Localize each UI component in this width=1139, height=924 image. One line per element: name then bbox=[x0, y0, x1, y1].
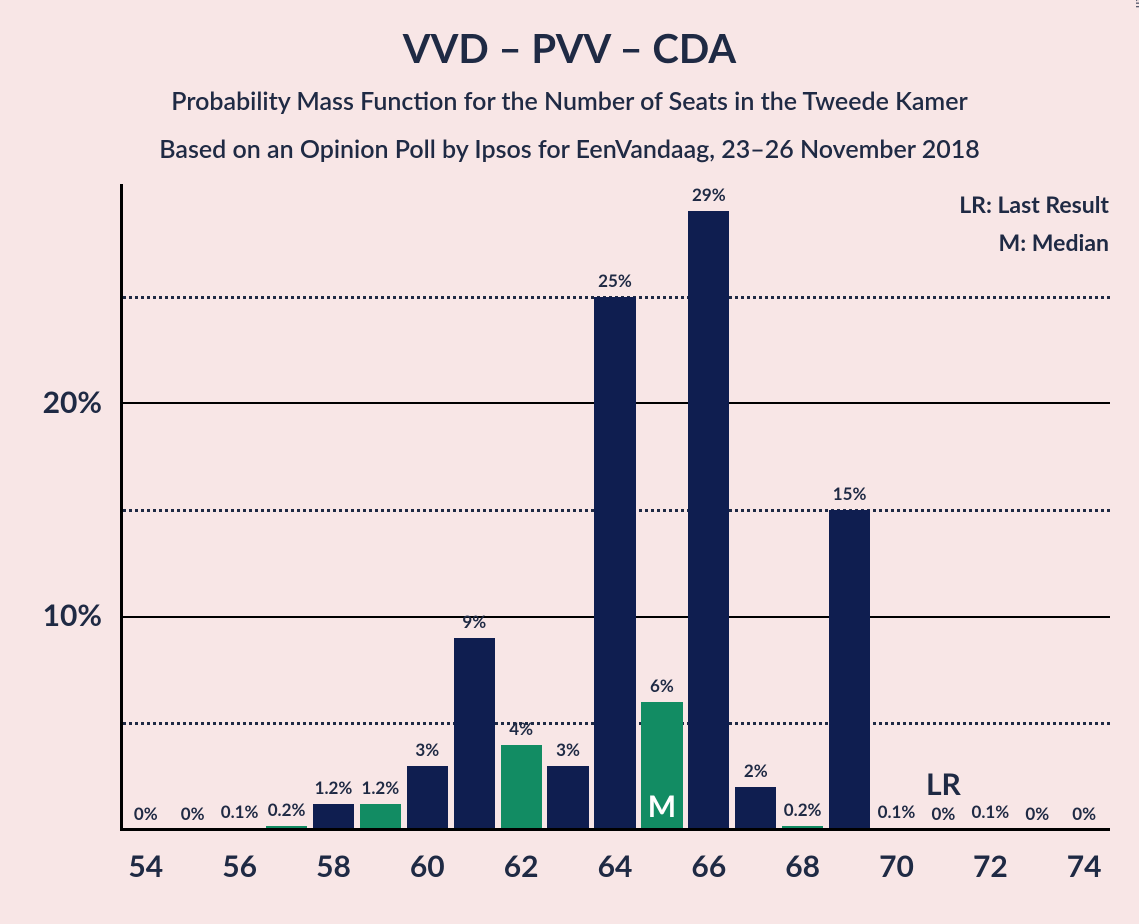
chart-stage: VVD – PVV – CDA Probability Mass Function… bbox=[0, 0, 1139, 924]
bar-value-label: 6% bbox=[638, 675, 685, 696]
bar-value-label: 29% bbox=[685, 184, 732, 205]
y-axis bbox=[120, 184, 123, 830]
bar-value-label: 25% bbox=[592, 270, 639, 291]
chart-title: VVD – PVV – CDA bbox=[0, 24, 1139, 72]
bar-value-label: 9% bbox=[451, 611, 498, 632]
bar bbox=[547, 766, 588, 830]
bar bbox=[360, 804, 401, 830]
x-axis bbox=[120, 828, 1110, 831]
x-tick-label: 68 bbox=[763, 848, 843, 884]
bar-value-label: 0.2% bbox=[263, 799, 310, 820]
bar-value-label: 1.2% bbox=[310, 777, 357, 798]
x-tick-label: 70 bbox=[857, 848, 937, 884]
bar-value-label: 0.1% bbox=[967, 801, 1014, 822]
bar bbox=[594, 297, 635, 830]
bar-value-label: 0% bbox=[920, 803, 967, 824]
x-tick-label: 72 bbox=[950, 848, 1030, 884]
bar-value-label: 1.2% bbox=[357, 777, 404, 798]
copyright-text: © 2020 Filip van Laenen bbox=[1133, 0, 1139, 8]
plot-area: 0%0%0.1%0.2%1.2%1.2%3%9%4%3%25%6%M29%2%0… bbox=[120, 190, 1110, 830]
bar-value-label: 0.1% bbox=[873, 801, 920, 822]
bar bbox=[829, 510, 870, 830]
bar-value-label: 3% bbox=[545, 739, 592, 760]
x-tick-label: 56 bbox=[200, 848, 280, 884]
y-tick-label: 10% bbox=[0, 597, 102, 633]
chart-subtitle-2: Based on an Opinion Poll by Ipsos for Ee… bbox=[0, 134, 1139, 164]
bar-value-label: 0% bbox=[169, 803, 216, 824]
last-result-marker: LR bbox=[893, 766, 993, 802]
bar-value-label: 0.1% bbox=[216, 801, 263, 822]
x-tick-label: 64 bbox=[575, 848, 655, 884]
median-marker: M bbox=[641, 788, 682, 824]
bar bbox=[454, 638, 495, 830]
x-tick-label: 54 bbox=[106, 848, 186, 884]
x-tick-label: 66 bbox=[669, 848, 749, 884]
bar-value-label: 0.2% bbox=[779, 799, 826, 820]
bar-value-label: 15% bbox=[826, 483, 873, 504]
bar-value-label: 0% bbox=[1061, 803, 1108, 824]
x-tick-label: 58 bbox=[293, 848, 373, 884]
chart-subtitle-1: Probability Mass Function for the Number… bbox=[0, 86, 1139, 116]
bar-value-label: 0% bbox=[1014, 803, 1061, 824]
x-tick-label: 74 bbox=[1044, 848, 1124, 884]
bar-value-label: 4% bbox=[498, 718, 545, 739]
bar bbox=[688, 211, 729, 830]
y-tick-label: 20% bbox=[0, 384, 102, 420]
bar-value-label: 2% bbox=[732, 760, 779, 781]
bar bbox=[501, 745, 542, 830]
bar bbox=[407, 766, 448, 830]
x-tick-label: 60 bbox=[387, 848, 467, 884]
bar bbox=[313, 804, 354, 830]
x-tick-label: 62 bbox=[481, 848, 561, 884]
bar-value-label: 3% bbox=[404, 739, 451, 760]
bar bbox=[735, 787, 776, 830]
bar-value-label: 0% bbox=[122, 803, 169, 824]
